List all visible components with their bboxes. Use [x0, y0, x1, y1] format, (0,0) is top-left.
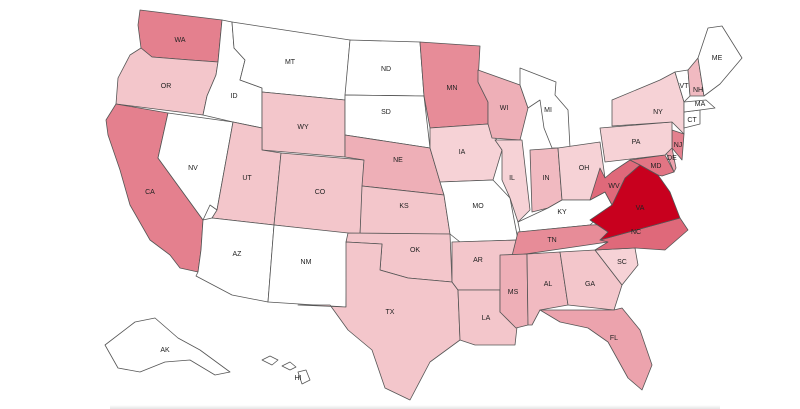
state-ak[interactable] [104, 317, 231, 376]
state-fl[interactable] [539, 307, 653, 391]
state-nc[interactable] [594, 217, 689, 251]
state-ct[interactable] [683, 109, 701, 129]
state-me[interactable] [697, 25, 743, 97]
state-mi[interactable] [519, 67, 571, 149]
state-wv[interactable] [589, 159, 641, 206]
map-bottom-shadow [110, 405, 720, 409]
state-ms[interactable] [499, 253, 529, 329]
state-wa[interactable] [137, 9, 223, 63]
state-nm[interactable] [267, 224, 349, 308]
state-ma[interactable] [683, 99, 716, 113]
state-co[interactable] [273, 152, 365, 236]
state-il[interactable] [494, 139, 531, 223]
state-tx[interactable] [297, 241, 461, 401]
state-hi[interactable] [261, 355, 311, 385]
state-az[interactable] [195, 217, 275, 303]
state-wy[interactable] [261, 91, 346, 158]
state-mn[interactable] [419, 41, 489, 129]
state-nd[interactable] [344, 39, 425, 97]
